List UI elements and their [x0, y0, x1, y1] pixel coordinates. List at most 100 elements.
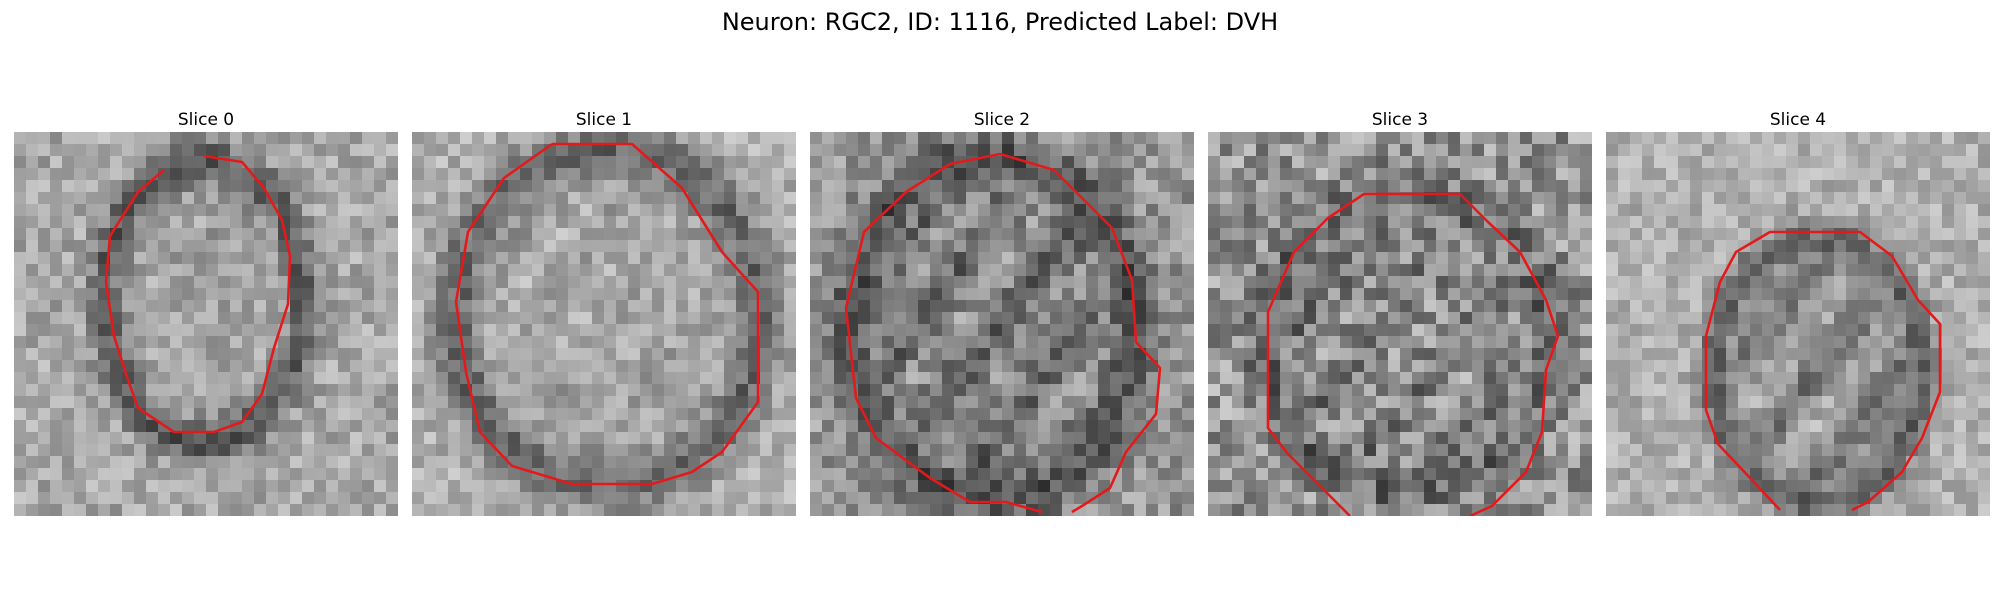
grayscale-pixel: [460, 492, 473, 505]
grayscale-pixel: [1954, 168, 1967, 181]
grayscale-pixel: [1062, 456, 1075, 469]
grayscale-pixel: [1182, 276, 1194, 289]
grayscale-pixel: [1110, 504, 1123, 516]
grayscale-pixel: [1918, 312, 1931, 325]
grayscale-pixel: [592, 216, 605, 229]
grayscale-pixel: [846, 456, 859, 469]
grayscale-pixel: [338, 204, 351, 217]
grayscale-pixel: [1532, 240, 1545, 253]
grayscale-pixel: [1280, 360, 1293, 373]
grayscale-pixel: [1110, 384, 1123, 397]
grayscale-pixel: [242, 240, 255, 253]
grayscale-pixel: [736, 192, 749, 205]
grayscale-pixel: [1062, 228, 1075, 241]
grayscale-pixel: [1182, 216, 1194, 229]
grayscale-pixel: [1606, 408, 1619, 421]
grayscale-pixel: [1678, 204, 1691, 217]
grayscale-pixel: [520, 228, 533, 241]
grayscale-pixel: [38, 492, 51, 505]
grayscale-pixel: [882, 144, 895, 157]
grayscale-pixel: [1256, 480, 1269, 493]
grayscale-pixel: [38, 444, 51, 457]
grayscale-pixel: [870, 324, 883, 337]
grayscale-pixel: [772, 360, 785, 373]
grayscale-pixel: [894, 216, 907, 229]
grayscale-pixel: [640, 384, 653, 397]
grayscale-pixel: [664, 444, 677, 457]
grayscale-pixel: [676, 300, 689, 313]
grayscale-pixel: [592, 300, 605, 313]
grayscale-pixel: [990, 408, 1003, 421]
grayscale-pixel: [146, 288, 159, 301]
grayscale-pixel: [724, 312, 737, 325]
grayscale-pixel: [170, 408, 183, 421]
grayscale-pixel: [326, 252, 339, 265]
grayscale-pixel: [110, 420, 123, 433]
grayscale-pixel: [1364, 492, 1377, 505]
grayscale-pixel: [532, 132, 545, 145]
grayscale-pixel: [556, 432, 569, 445]
grayscale-pixel: [266, 420, 279, 433]
grayscale-pixel: [1122, 240, 1135, 253]
grayscale-pixel: [846, 132, 859, 145]
grayscale-pixel: [1436, 312, 1449, 325]
grayscale-pixel: [1424, 336, 1437, 349]
grayscale-pixel: [1292, 348, 1305, 361]
grayscale-pixel: [784, 324, 796, 337]
grayscale-pixel: [1810, 252, 1823, 265]
grayscale-pixel: [1870, 252, 1883, 265]
grayscale-pixel: [1556, 192, 1569, 205]
grayscale-pixel: [436, 300, 449, 313]
grayscale-pixel: [1532, 264, 1545, 277]
grayscale-pixel: [26, 168, 39, 181]
grayscale-pixel: [712, 276, 725, 289]
grayscale-pixel: [918, 384, 931, 397]
grayscale-pixel: [748, 456, 761, 469]
grayscale-pixel: [374, 156, 387, 169]
grayscale-pixel: [1014, 396, 1027, 409]
grayscale-pixel: [230, 228, 243, 241]
grayscale-pixel: [472, 336, 485, 349]
grayscale-pixel: [1074, 504, 1087, 516]
grayscale-pixel: [218, 384, 231, 397]
grayscale-pixel: [1026, 408, 1039, 421]
grayscale-pixel: [628, 432, 641, 445]
grayscale-pixel: [1220, 456, 1233, 469]
grayscale-pixel: [194, 456, 207, 469]
grayscale-pixel: [616, 132, 629, 145]
grayscale-pixel: [640, 168, 653, 181]
grayscale-pixel: [1580, 396, 1592, 409]
grayscale-pixel: [846, 312, 859, 325]
grayscale-pixel: [930, 180, 943, 193]
grayscale-pixel: [592, 444, 605, 457]
grayscale-pixel: [1810, 228, 1823, 241]
grayscale-pixel: [1232, 456, 1245, 469]
grayscale-pixel: [966, 228, 979, 241]
grayscale-pixel: [1304, 252, 1317, 265]
grayscale-pixel: [62, 216, 75, 229]
grayscale-pixel: [1146, 192, 1159, 205]
grayscale-pixel: [1292, 192, 1305, 205]
grayscale-pixel: [146, 480, 159, 493]
grayscale-pixel: [1110, 360, 1123, 373]
grayscale-pixel: [858, 324, 871, 337]
grayscale-pixel: [1834, 228, 1847, 241]
grayscale-pixel: [1340, 252, 1353, 265]
grayscale-pixel: [544, 192, 557, 205]
grayscale-pixel: [784, 336, 796, 349]
grayscale-pixel: [1388, 180, 1401, 193]
grayscale-pixel: [676, 480, 689, 493]
grayscale-pixel: [846, 204, 859, 217]
grayscale-pixel: [242, 336, 255, 349]
grayscale-pixel: [1026, 396, 1039, 409]
grayscale-pixel: [1170, 180, 1183, 193]
grayscale-pixel: [894, 336, 907, 349]
grayscale-pixel: [484, 156, 497, 169]
grayscale-pixel: [846, 504, 859, 516]
grayscale-pixel: [1858, 384, 1871, 397]
grayscale-pixel: [652, 312, 665, 325]
grayscale-pixel: [1882, 408, 1895, 421]
grayscale-pixel: [1280, 348, 1293, 361]
grayscale-pixel: [350, 420, 363, 433]
grayscale-pixel: [146, 180, 159, 193]
